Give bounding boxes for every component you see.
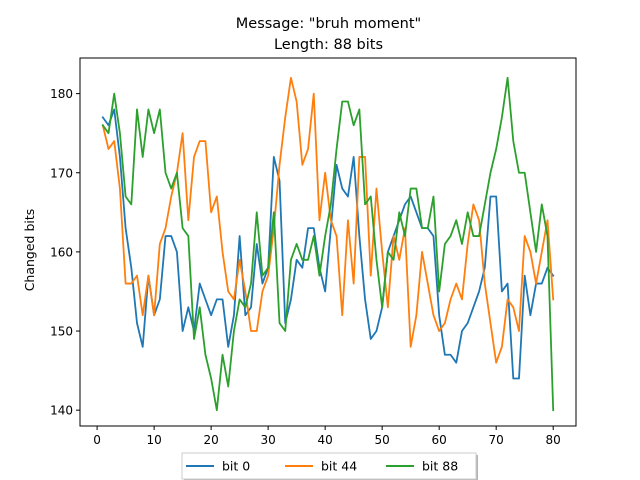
- y-tick-label: 180: [50, 87, 73, 101]
- y-tick-label: 170: [50, 166, 73, 180]
- x-tick-label: 0: [93, 433, 101, 447]
- series-line-bit-0: [101, 108, 555, 380]
- legend-frame: [181, 452, 477, 480]
- x-tick-label: 60: [432, 433, 447, 447]
- x-tick-label: 20: [203, 433, 218, 447]
- y-tick-label: 160: [50, 245, 73, 259]
- legend-label-bit-44: bit 44: [321, 459, 357, 474]
- plot-frame: [79, 57, 577, 427]
- y-axis-label: Changed bits: [22, 209, 37, 292]
- y-tick-label: 150: [50, 325, 73, 339]
- x-tick-label: 10: [146, 433, 161, 447]
- legend-label-bit-88: bit 88: [422, 459, 458, 474]
- chart-title-line-2: Length: 88 bits: [274, 37, 383, 53]
- series-line-bit-88: [101, 76, 555, 412]
- y-tick-label: 140: [50, 404, 73, 418]
- x-tick-label: 50: [375, 433, 390, 447]
- x-tick-label: 80: [546, 433, 561, 447]
- x-tick-label: 30: [260, 433, 275, 447]
- plot-area: 0 10 20 30 40 50 60 70 80 140 150 160 170 180: [50, 57, 577, 447]
- x-tick-label: 70: [489, 433, 504, 447]
- legend: bit 0 bit 44 bit 88: [181, 452, 478, 480]
- chart-title-line-1: Message: "bruh moment": [236, 16, 421, 32]
- legend-label-bit-0: bit 0: [222, 459, 250, 474]
- x-tick-label: 40: [318, 433, 333, 447]
- series-line-bit-44: [101, 76, 555, 364]
- plot-background: [80, 58, 576, 426]
